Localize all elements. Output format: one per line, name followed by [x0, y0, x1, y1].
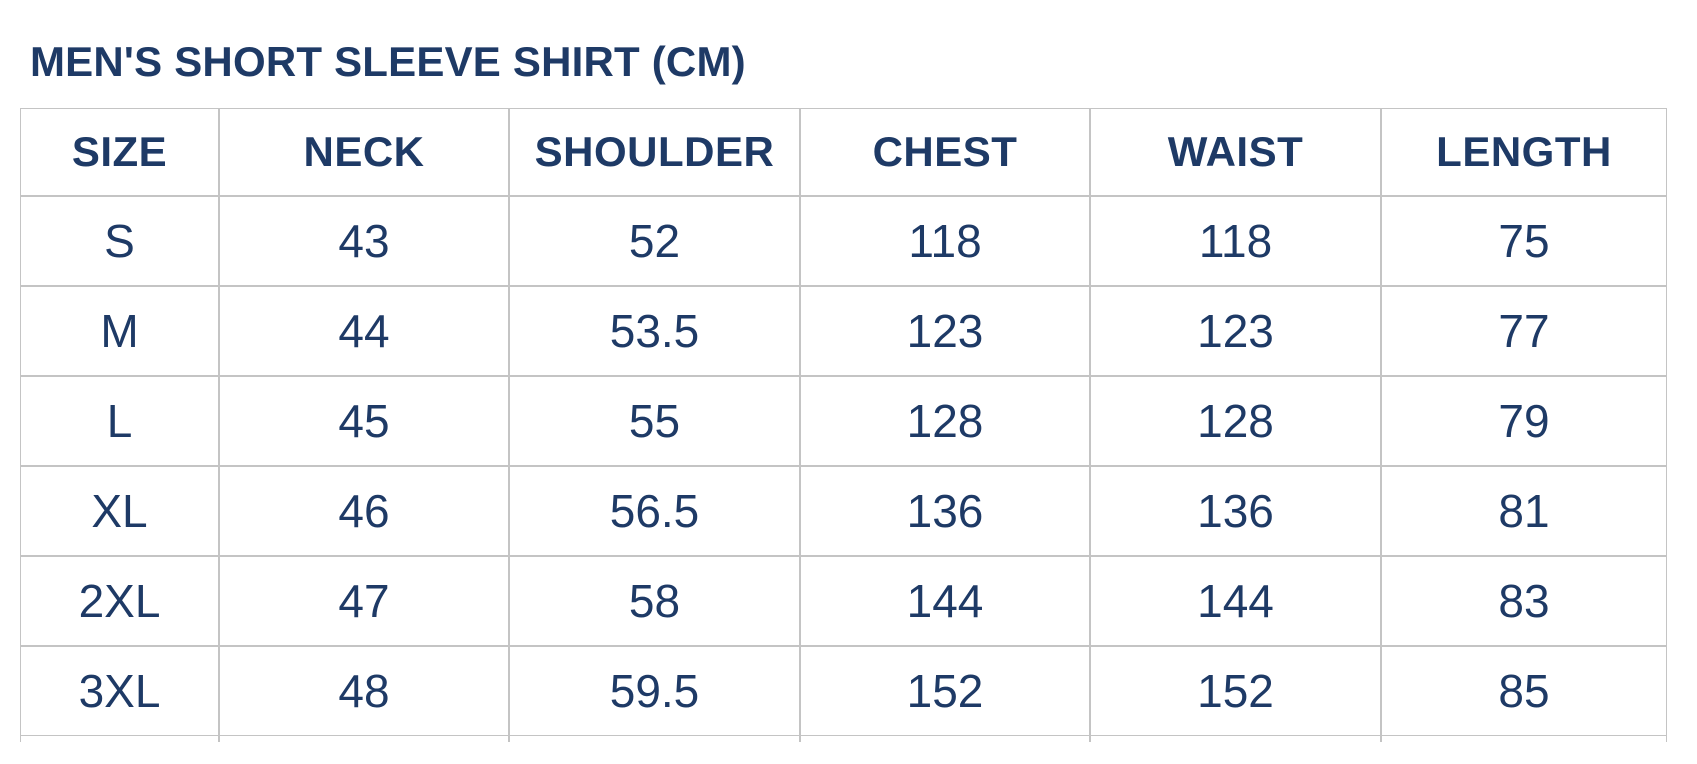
size-chart-table: SIZE NECK SHOULDER CHEST WAIST LENGTH S … [20, 108, 1667, 743]
cell-length: 79 [1381, 376, 1667, 467]
cell-size: 2XL [20, 556, 219, 647]
header-row: SIZE NECK SHOULDER CHEST WAIST LENGTH [20, 108, 1667, 197]
cell-chest: 123 [800, 286, 1090, 377]
table-row-s: S 43 52 118 118 75 [20, 196, 1667, 287]
page-title: MEN'S SHORT SLEEVE SHIRT (CM) [30, 38, 746, 85]
cell-length: 75 [1381, 196, 1667, 287]
cell-neck: 47 [219, 556, 509, 647]
cell-empty [800, 736, 1090, 743]
cell-waist: 128 [1090, 376, 1381, 467]
table-row-l: L 45 55 128 128 79 [20, 376, 1667, 467]
cell-chest: 144 [800, 556, 1090, 647]
cell-chest: 118 [800, 196, 1090, 287]
cell-shoulder: 53.5 [509, 286, 800, 377]
cell-empty [20, 736, 219, 743]
cell-size: 3XL [20, 646, 219, 737]
cell-empty [1381, 736, 1667, 743]
cell-chest: 136 [800, 466, 1090, 557]
table-row-2xl: 2XL 47 58 144 144 83 [20, 556, 1667, 647]
column-header-length: LENGTH [1381, 108, 1667, 197]
cell-length: 85 [1381, 646, 1667, 737]
cell-empty [509, 736, 800, 743]
cell-shoulder: 55 [509, 376, 800, 467]
cell-size: XL [20, 466, 219, 557]
column-header-shoulder: SHOULDER [509, 108, 800, 197]
cell-waist: 123 [1090, 286, 1381, 377]
cell-waist: 118 [1090, 196, 1381, 287]
cell-length: 83 [1381, 556, 1667, 647]
cell-empty [1090, 736, 1381, 743]
cell-size: L [20, 376, 219, 467]
cell-chest: 128 [800, 376, 1090, 467]
cell-neck: 45 [219, 376, 509, 467]
cell-empty [219, 736, 509, 743]
partial-cutoff-row [20, 736, 1667, 743]
cell-shoulder: 56.5 [509, 466, 800, 557]
cell-chest: 152 [800, 646, 1090, 737]
column-header-waist: WAIST [1090, 108, 1381, 197]
cell-waist: 152 [1090, 646, 1381, 737]
cell-shoulder: 52 [509, 196, 800, 287]
cell-waist: 144 [1090, 556, 1381, 647]
cell-shoulder: 58 [509, 556, 800, 647]
cell-size: S [20, 196, 219, 287]
cell-length: 81 [1381, 466, 1667, 557]
column-header-size: SIZE [20, 108, 219, 197]
column-header-chest: CHEST [800, 108, 1090, 197]
cell-size: M [20, 286, 219, 377]
cell-neck: 44 [219, 286, 509, 377]
table-row-m: M 44 53.5 123 123 77 [20, 286, 1667, 377]
table-row-xl: XL 46 56.5 136 136 81 [20, 466, 1667, 557]
cell-neck: 46 [219, 466, 509, 557]
size-guide-page: MEN'S SHORT SLEEVE SHIRT (CM) SIZE NECK … [0, 38, 1697, 764]
table-row-3xl: 3XL 48 59.5 152 152 85 [20, 646, 1667, 737]
column-header-neck: NECK [219, 108, 509, 197]
cell-neck: 43 [219, 196, 509, 287]
cell-waist: 136 [1090, 466, 1381, 557]
cell-shoulder: 59.5 [509, 646, 800, 737]
cell-length: 77 [1381, 286, 1667, 377]
cell-neck: 48 [219, 646, 509, 737]
